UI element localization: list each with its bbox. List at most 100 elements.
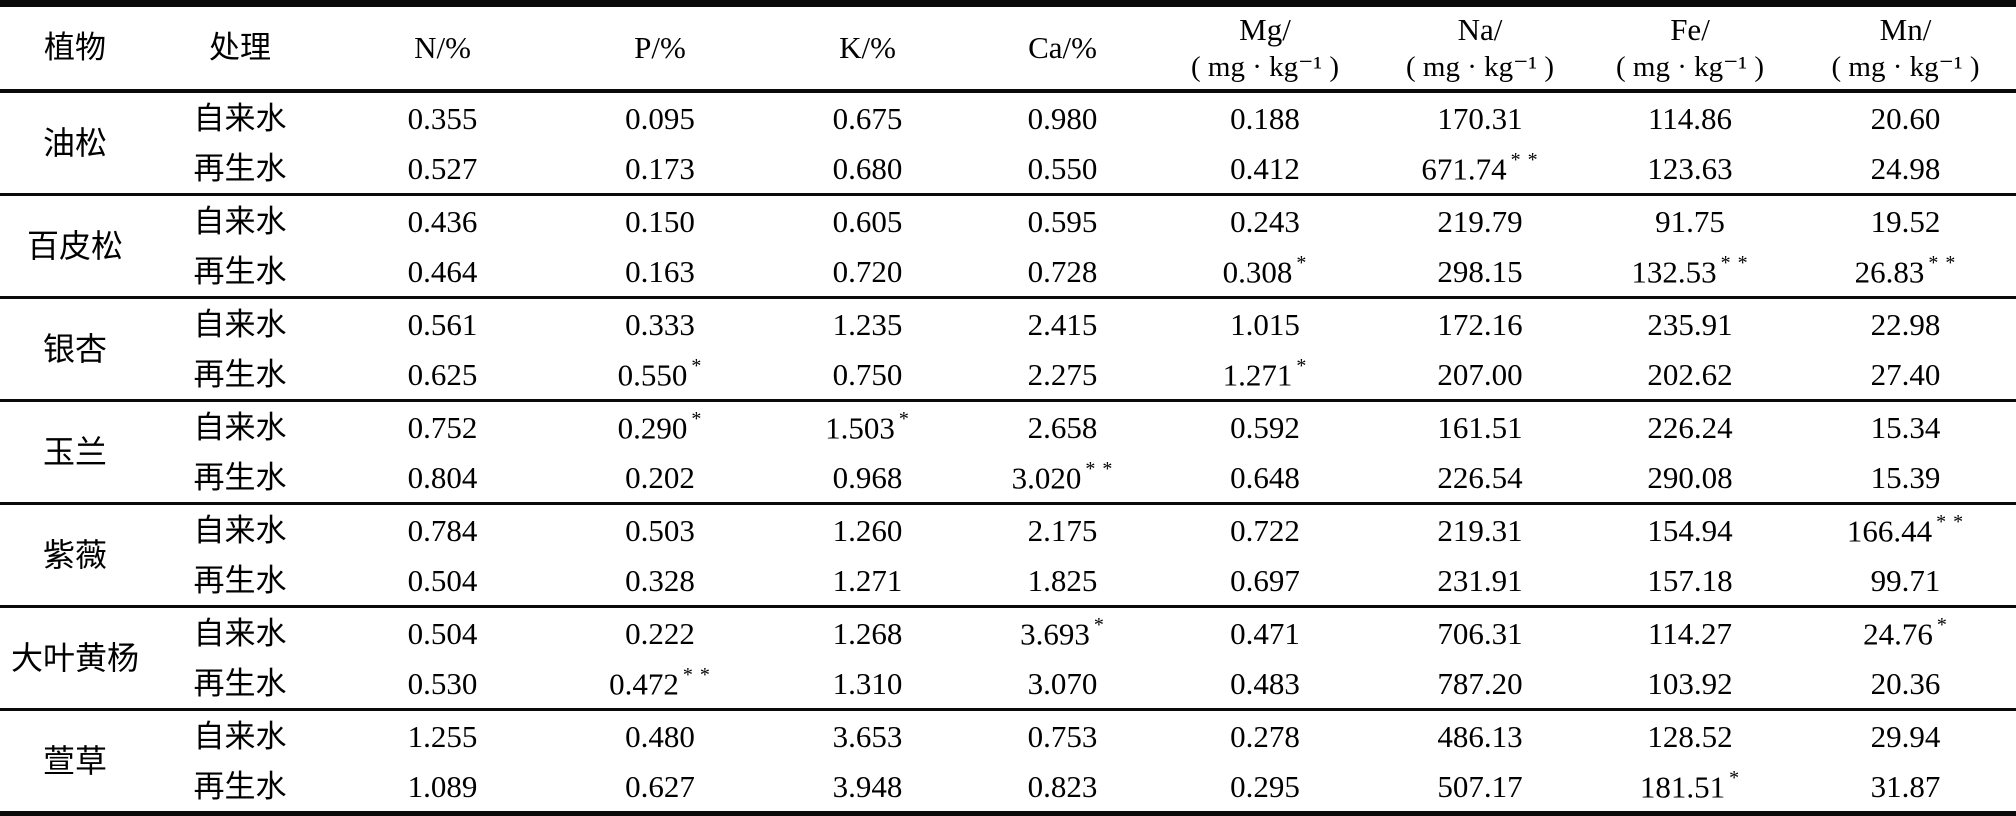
value-cell: 0.472 * * (555, 658, 765, 710)
value-text: 166.44 (1846, 513, 1933, 549)
value-text: 0.150 (625, 203, 695, 239)
value-cell: 0.625 (330, 349, 555, 401)
value-cell: 298.15 (1375, 246, 1585, 298)
plant-name-cell: 油松 (0, 89, 150, 195)
value-text: 154.94 (1647, 512, 1733, 548)
column-header-label: Mn/ (1879, 11, 1932, 47)
value-text: 0.530 (407, 665, 478, 701)
value-text: 114.86 (1647, 100, 1733, 136)
value-text: 3.693 (1020, 616, 1090, 652)
value-text: 0.412 (1230, 150, 1300, 186)
value-cell: 0.605 (765, 193, 970, 246)
column-header-unit: ( mg · kg⁻¹ ) (1405, 51, 1555, 84)
table-row: 再生水 1.089 0.627 3.948 0.823 0.295 507.17 181.51… (0, 761, 2016, 815)
value-cell: 0.804 (330, 452, 555, 504)
column-header-0: 植物 (0, 3, 150, 93)
value-text: 0.784 (407, 512, 478, 548)
value-text: 31.87 (1870, 768, 1941, 804)
value-text: 0.720 (832, 253, 903, 289)
value-text: 0.483 (1230, 665, 1300, 701)
value-cell: 1.503 * (765, 399, 970, 452)
value-text: 1.255 (407, 718, 478, 754)
value-text: 231.91 (1437, 562, 1523, 598)
significance-marker: * (1729, 766, 1741, 789)
value-text: 27.40 (1870, 356, 1941, 392)
value-cell: 31.87 (1795, 761, 2016, 815)
table-row: 百皮松 自来水 0.436 0.150 0.605 0.595 0.243 219.79 91.… (0, 193, 2016, 298)
value-text: 0.823 (1027, 768, 1098, 804)
value-cell: 2.175 (970, 502, 1155, 555)
value-text: 132.53 (1631, 254, 1717, 290)
value-text: 19.52 (1870, 203, 1941, 239)
significance-marker: * * (1936, 510, 1965, 533)
value-text: 671.74 (1421, 151, 1507, 187)
value-text: 0.471 (1230, 615, 1300, 651)
value-cell: 202.62 (1585, 349, 1795, 401)
value-cell: 0.722 (1155, 502, 1375, 555)
value-cell: 0.675 (765, 89, 970, 143)
value-cell: 0.328 (555, 555, 765, 607)
value-cell: 235.91 (1585, 296, 1795, 349)
value-text: 0.436 (407, 203, 478, 239)
table-row: 再生水 0.464 0.163 0.720 0.728 0.308 * 298.15 132.5… (0, 246, 2016, 298)
plant-name-cell: 紫薇 (0, 502, 150, 607)
value-cell: 0.750 (765, 349, 970, 401)
value-text: 0.968 (832, 459, 903, 495)
value-cell: 0.483 (1155, 658, 1375, 710)
value-cell: 0.290 * (555, 399, 765, 452)
header-row: 植物 处理 N/% P/% K/% Ca/% Mg/ ( mg · kg⁻¹ ) Na/ ( mg… (0, 3, 2016, 93)
value-cell: 1.271 * (1155, 349, 1375, 401)
column-header-8: Fe/ ( mg · kg⁻¹ ) (1585, 3, 1795, 93)
treatment-cell: 再生水 (193, 562, 287, 598)
value-cell: 0.355 (330, 89, 555, 143)
value-cell: 706.31 (1375, 605, 1585, 658)
value-text: 2.658 (1027, 409, 1098, 445)
value-cell: 3.020 * * (970, 452, 1155, 504)
value-text: 0.163 (625, 253, 695, 289)
significance-marker: * * (1085, 457, 1114, 480)
value-cell: 19.52 (1795, 193, 2016, 246)
value-cell: 0.753 (970, 708, 1155, 761)
value-text: 290.08 (1647, 459, 1733, 495)
value-cell: 157.18 (1585, 555, 1795, 607)
value-text: 24.98 (1870, 150, 1941, 186)
significance-marker: * (1093, 613, 1105, 636)
value-cell: 91.75 (1585, 193, 1795, 246)
value-text: 91.75 (1655, 203, 1725, 239)
value-text: 0.308 (1222, 254, 1293, 290)
value-cell: 1.268 (765, 605, 970, 658)
value-text: 1.015 (1230, 306, 1300, 342)
value-text: 486.13 (1437, 718, 1523, 754)
value-text: 0.804 (407, 459, 478, 495)
value-cell: 29.94 (1795, 708, 2016, 761)
value-text: 3.070 (1027, 665, 1098, 701)
significance-marker: * * (1720, 251, 1749, 274)
value-cell: 15.34 (1795, 399, 2016, 452)
value-cell: 1.015 (1155, 296, 1375, 349)
value-cell: 0.202 (555, 452, 765, 504)
value-cell: 1.271 (765, 555, 970, 607)
value-text: 706.31 (1437, 615, 1523, 651)
column-header-label: K/% (839, 29, 896, 65)
treatment-cell: 自来水 (150, 708, 330, 761)
value-cell: 0.163 (555, 246, 765, 298)
value-cell: 1.089 (330, 761, 555, 815)
value-cell: 0.278 (1155, 708, 1375, 761)
value-cell: 20.60 (1795, 89, 2016, 143)
value-text: 0.722 (1230, 512, 1300, 548)
value-text: 1.268 (832, 615, 903, 651)
value-cell: 0.504 (330, 605, 555, 658)
table-body: 油松 自来水 0.355 0.095 0.675 0.980 0.188 170.31 114.… (0, 89, 2016, 815)
value-cell: 787.20 (1375, 658, 1585, 710)
column-header-label: Na/ (1457, 11, 1503, 47)
value-text: 226.24 (1647, 409, 1733, 445)
value-text: 507.17 (1437, 768, 1523, 804)
value-cell: 15.39 (1795, 452, 2016, 504)
value-cell: 290.08 (1585, 452, 1795, 504)
column-header-5: Ca/% (970, 3, 1155, 93)
value-cell: 0.503 (555, 502, 765, 555)
value-text: 0.480 (625, 718, 695, 754)
value-cell: 1.825 (970, 555, 1155, 607)
